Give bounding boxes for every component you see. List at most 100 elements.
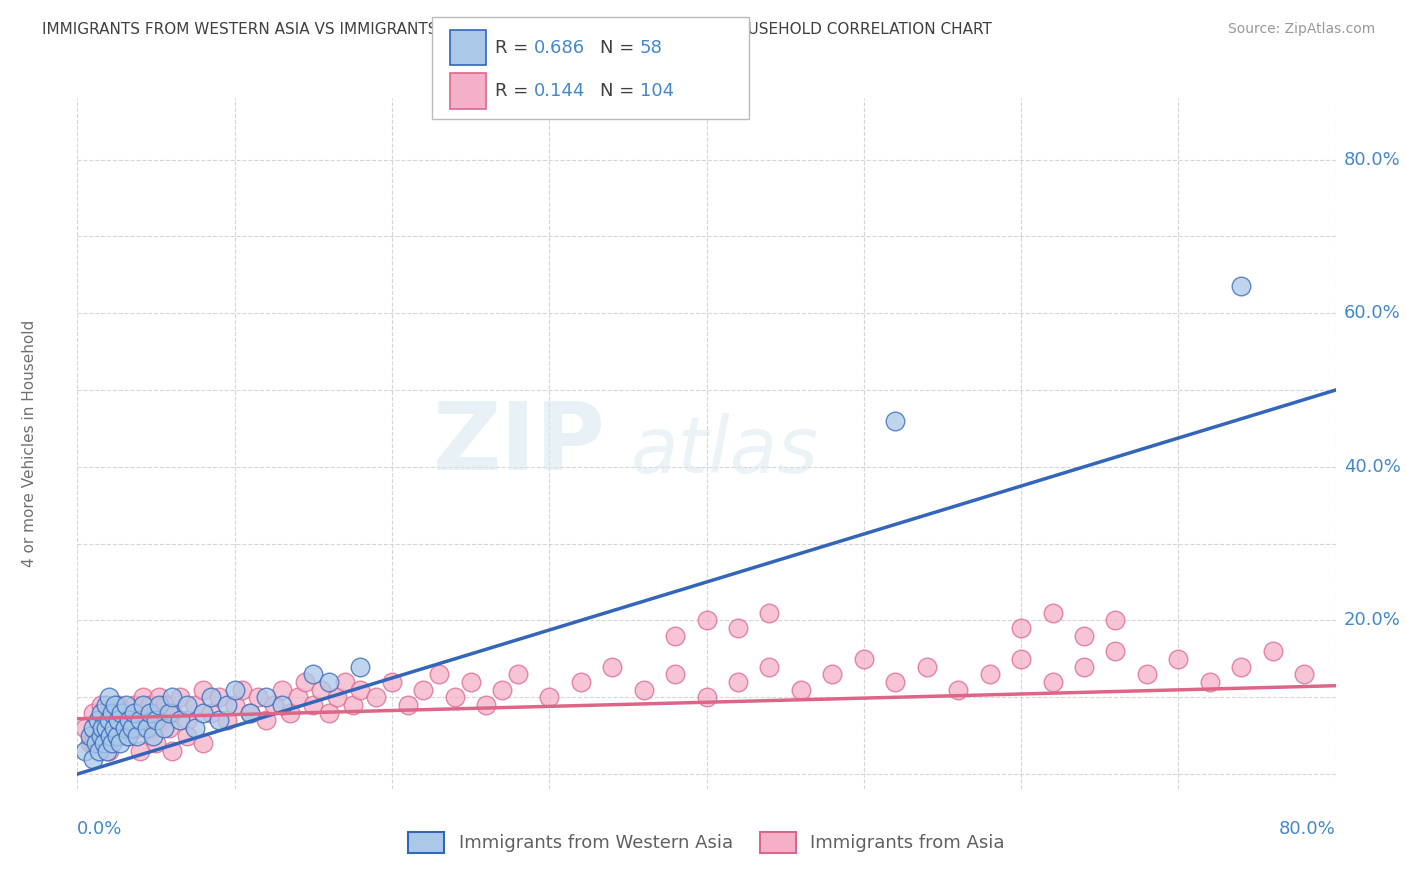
Point — [153, 721, 176, 735]
Point — [160, 690, 183, 705]
Point — [302, 698, 325, 712]
Point — [79, 729, 101, 743]
Point — [318, 674, 340, 689]
Point — [318, 706, 340, 720]
Point — [84, 736, 107, 750]
Point — [82, 736, 104, 750]
Point — [538, 690, 561, 705]
Point — [1230, 659, 1253, 673]
Point — [821, 667, 844, 681]
Point — [132, 698, 155, 712]
Point — [758, 659, 780, 673]
Point — [97, 690, 120, 705]
Point — [239, 706, 262, 720]
Point — [1230, 279, 1253, 293]
Text: 58: 58 — [640, 38, 662, 56]
Point — [75, 721, 97, 735]
Point — [884, 674, 907, 689]
Text: N =: N = — [600, 82, 640, 100]
Text: 0.0%: 0.0% — [77, 820, 122, 838]
Point — [94, 721, 117, 735]
Point — [89, 744, 111, 758]
Point — [239, 706, 262, 720]
Point — [96, 744, 118, 758]
Text: atlas: atlas — [631, 413, 818, 489]
Point — [696, 690, 718, 705]
Point — [200, 706, 222, 720]
Point — [727, 674, 749, 689]
Point — [184, 698, 207, 712]
Point — [138, 698, 160, 712]
Point — [633, 682, 655, 697]
Point — [145, 736, 167, 750]
Point — [366, 690, 388, 705]
Point — [97, 744, 120, 758]
Point — [396, 698, 419, 712]
Point — [333, 674, 356, 689]
Point — [87, 714, 110, 728]
Point — [103, 721, 125, 735]
Point — [135, 721, 157, 735]
Point — [224, 682, 246, 697]
Point — [94, 721, 117, 735]
Point — [247, 690, 270, 705]
Point — [145, 714, 167, 728]
Point — [349, 682, 371, 697]
Point — [169, 690, 191, 705]
Point — [176, 698, 198, 712]
Point — [349, 659, 371, 673]
Point — [110, 721, 132, 735]
Point — [254, 714, 277, 728]
Point — [664, 667, 686, 681]
Point — [1261, 644, 1284, 658]
Text: 0.144: 0.144 — [534, 82, 586, 100]
Point — [110, 706, 132, 720]
Point — [97, 706, 120, 720]
Point — [75, 744, 97, 758]
Point — [114, 721, 136, 735]
Point — [294, 674, 316, 689]
Point — [82, 721, 104, 735]
Point — [101, 729, 124, 743]
Point — [118, 714, 141, 728]
Point — [176, 729, 198, 743]
Text: 40.0%: 40.0% — [1344, 458, 1400, 475]
Point — [129, 744, 152, 758]
Point — [727, 621, 749, 635]
Point — [696, 614, 718, 628]
Point — [90, 729, 112, 743]
Point — [150, 714, 173, 728]
Point — [82, 706, 104, 720]
Point — [191, 706, 215, 720]
Point — [270, 682, 292, 697]
Point — [129, 714, 152, 728]
Point — [145, 706, 167, 720]
Text: R =: R = — [495, 38, 534, 56]
Point — [104, 714, 127, 728]
Point — [200, 690, 222, 705]
Point — [148, 698, 170, 712]
Point — [93, 736, 115, 750]
Point — [600, 659, 623, 673]
Point — [169, 714, 191, 728]
Point — [138, 706, 160, 720]
Point — [191, 736, 215, 750]
Point — [302, 667, 325, 681]
Point — [1167, 652, 1189, 666]
Point — [342, 698, 364, 712]
Point — [475, 698, 498, 712]
Point — [184, 721, 207, 735]
Point — [97, 714, 120, 728]
Point — [215, 698, 238, 712]
Point — [381, 674, 404, 689]
Point — [1104, 614, 1126, 628]
Point — [117, 729, 139, 743]
Text: Source: ZipAtlas.com: Source: ZipAtlas.com — [1227, 22, 1375, 37]
Point — [155, 698, 177, 712]
Point — [115, 698, 138, 712]
Point — [427, 667, 450, 681]
Point — [98, 729, 121, 743]
Point — [157, 706, 180, 720]
Point — [1042, 606, 1064, 620]
Point — [1073, 629, 1095, 643]
